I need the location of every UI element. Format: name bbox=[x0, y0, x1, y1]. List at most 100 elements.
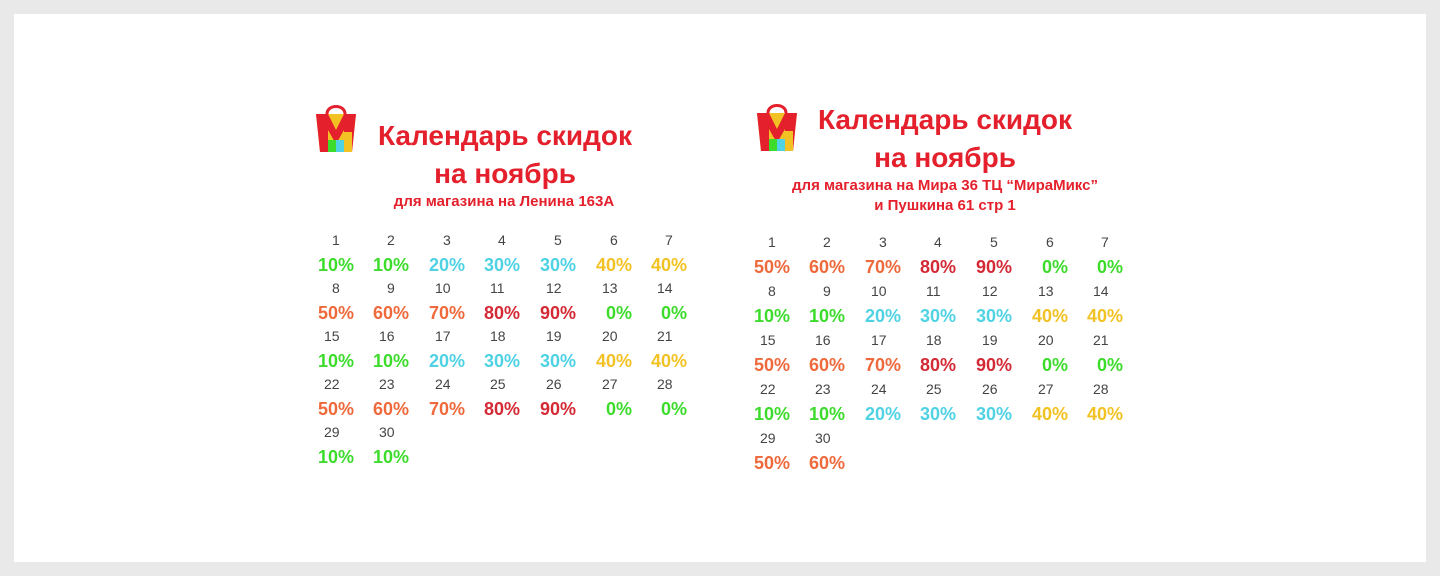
calendar-day-cell: 30 60% bbox=[809, 430, 869, 474]
day-number: 21 bbox=[657, 328, 673, 344]
calendar-day-cell: 12 30% bbox=[976, 283, 1036, 327]
discount-percent: 50% bbox=[754, 257, 791, 277]
calendar-day-cell: 4 30% bbox=[484, 232, 544, 276]
day-number: 21 bbox=[1093, 332, 1109, 348]
discount-percent: 0% bbox=[1042, 355, 1069, 375]
day-number: 18 bbox=[926, 332, 942, 348]
day-number: 30 bbox=[379, 424, 395, 440]
discount-percent: 40% bbox=[1087, 404, 1124, 424]
day-number: 7 bbox=[1101, 234, 1109, 250]
day-number: 22 bbox=[760, 381, 776, 397]
discount-percent: 0% bbox=[606, 303, 633, 323]
discount-percent: 90% bbox=[976, 257, 1013, 277]
calendar-day-cell: 9 10% bbox=[809, 283, 869, 327]
calendar-day-cell: 20 40% bbox=[596, 328, 656, 372]
day-number: 2 bbox=[823, 234, 831, 250]
discount-percent: 20% bbox=[429, 351, 466, 371]
calendar-day-cell: 3 20% bbox=[429, 232, 489, 276]
calendar-day-cell: 12 90% bbox=[540, 280, 600, 324]
day-number: 26 bbox=[982, 381, 998, 397]
day-number: 25 bbox=[926, 381, 942, 397]
discount-percent: 0% bbox=[1042, 257, 1069, 277]
calendar-day-cell: 1 50% bbox=[754, 234, 814, 278]
discount-percent: 30% bbox=[484, 351, 521, 371]
discount-percent: 50% bbox=[318, 303, 355, 323]
day-number: 19 bbox=[546, 328, 562, 344]
day-number: 15 bbox=[760, 332, 776, 348]
calendar-day-cell: 5 90% bbox=[976, 234, 1036, 278]
calendar-day-cell: 15 50% bbox=[754, 332, 814, 376]
calendar-day-cell: 27 40% bbox=[1032, 381, 1092, 425]
day-number: 28 bbox=[1093, 381, 1109, 397]
discount-percent: 0% bbox=[606, 399, 633, 419]
calendar-day-cell: 18 30% bbox=[484, 328, 544, 372]
calendar-day-cell: 13 40% bbox=[1032, 283, 1092, 327]
discount-percent: 70% bbox=[429, 303, 466, 323]
calendar-day-cell: 24 20% bbox=[865, 381, 925, 425]
discount-percent: 60% bbox=[373, 399, 410, 419]
calendar-day-cell: 26 30% bbox=[976, 381, 1036, 425]
day-number: 8 bbox=[332, 280, 340, 296]
day-number: 22 bbox=[324, 376, 340, 392]
day-number: 1 bbox=[768, 234, 776, 250]
discount-percent: 90% bbox=[540, 303, 577, 323]
day-number: 23 bbox=[379, 376, 395, 392]
calendar-day-cell: 16 60% bbox=[809, 332, 869, 376]
calendar-day-cell: 11 80% bbox=[484, 280, 544, 324]
discount-percent: 20% bbox=[865, 306, 902, 326]
calendar-day-cell: 25 30% bbox=[920, 381, 980, 425]
discount-percent: 50% bbox=[754, 355, 791, 375]
discount-percent: 40% bbox=[1032, 404, 1069, 424]
discount-percent: 10% bbox=[318, 447, 355, 467]
day-number: 8 bbox=[768, 283, 776, 299]
day-number: 2 bbox=[387, 232, 395, 248]
discount-percent: 40% bbox=[596, 351, 633, 371]
day-number: 20 bbox=[602, 328, 618, 344]
discount-percent: 40% bbox=[1087, 306, 1124, 326]
calendar-day-cell: 15 10% bbox=[318, 328, 378, 372]
day-number: 5 bbox=[554, 232, 562, 248]
calendar-day-cell: 17 20% bbox=[429, 328, 489, 372]
discount-percent: 50% bbox=[318, 399, 355, 419]
day-number: 13 bbox=[602, 280, 618, 296]
calendar-day-cell: 3 70% bbox=[865, 234, 925, 278]
calendar-day-cell: 28 40% bbox=[1087, 381, 1147, 425]
day-number: 1 bbox=[332, 232, 340, 248]
calendar-day-cell: 10 20% bbox=[865, 283, 925, 327]
shopping-bag-logo-icon bbox=[757, 104, 797, 151]
discount-percent: 10% bbox=[754, 404, 791, 424]
calendar-day-cell: 8 50% bbox=[318, 280, 378, 324]
discount-percent: 20% bbox=[865, 404, 902, 424]
calendar-day-cell: 6 0% bbox=[1032, 234, 1092, 278]
panel-subtitle-line1: для магазина на Мира 36 ТЦ “МираМикс” bbox=[792, 177, 1098, 194]
white-sheet bbox=[14, 14, 1426, 562]
calendar-day-cell: 18 80% bbox=[920, 332, 980, 376]
discount-percent: 0% bbox=[1097, 257, 1124, 277]
discount-percent: 0% bbox=[661, 399, 688, 419]
day-number: 12 bbox=[546, 280, 562, 296]
calendar-day-cell: 4 80% bbox=[920, 234, 980, 278]
day-number: 18 bbox=[490, 328, 506, 344]
day-number: 4 bbox=[498, 232, 506, 248]
day-number: 27 bbox=[1038, 381, 1054, 397]
discount-percent: 10% bbox=[373, 447, 410, 467]
day-number: 4 bbox=[934, 234, 942, 250]
discount-percent: 30% bbox=[540, 255, 577, 275]
day-number: 10 bbox=[871, 283, 887, 299]
calendar-day-cell: 21 40% bbox=[651, 328, 711, 372]
calendar-day-cell: 30 10% bbox=[373, 424, 433, 468]
day-number: 16 bbox=[815, 332, 831, 348]
discount-percent: 10% bbox=[318, 351, 355, 371]
discount-percent: 60% bbox=[809, 355, 846, 375]
discount-percent: 10% bbox=[809, 306, 846, 326]
discount-percent: 10% bbox=[373, 351, 410, 371]
shopping-bag-logo-icon bbox=[316, 105, 356, 152]
discount-percent: 30% bbox=[920, 404, 957, 424]
discount-percent: 40% bbox=[596, 255, 633, 275]
day-number: 17 bbox=[871, 332, 887, 348]
day-number: 3 bbox=[879, 234, 887, 250]
day-number: 16 bbox=[379, 328, 395, 344]
discount-percent: 60% bbox=[809, 257, 846, 277]
